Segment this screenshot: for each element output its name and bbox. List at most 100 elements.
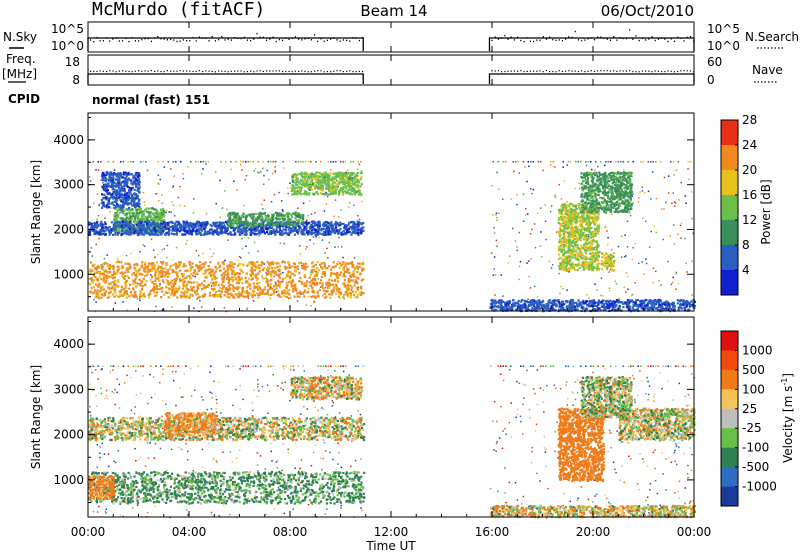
cell-feature-2 [224,228,227,231]
cell-feature-4 [278,214,281,217]
cell-feature-0 [198,267,202,270]
nsearch-point [259,36,261,38]
cell-feature-0 [242,271,245,274]
nsearch-point [307,37,309,39]
cell-feature-0 [246,286,249,289]
cell-feature-0 [119,293,122,296]
nave-point [134,70,136,72]
cell-feature-5 [350,173,353,176]
cell-feature-2 [285,225,288,229]
nsearch-point [651,36,653,38]
cell-feature-5 [359,185,362,188]
cell-feature-3 [130,173,133,176]
cell-feature-0 [234,272,238,275]
cell-feature-3 [101,185,104,188]
cell-feature-3 [115,178,118,181]
nsearch-point [288,38,290,41]
cell-feature-0 [344,275,347,278]
nave-point [269,70,271,72]
scatter-point [325,203,328,205]
cell-feature-2 [304,221,308,224]
cell-feature-0 [353,275,356,278]
scatter-point [660,284,662,286]
cell-feature-2 [183,225,186,228]
cell-feature-1 [149,215,152,218]
cell-feature-0 [213,275,216,278]
cell-feature-0 [113,288,117,291]
scatter-point [200,306,203,308]
cell-feature-2 [292,226,295,229]
cell-feature-1 [159,211,162,214]
cell-feature-2 [103,221,107,224]
cell-feature-0 [147,270,150,273]
cell-feature-2 [150,233,153,236]
cell-feature-0 [230,263,234,266]
cell-feature-0 [229,283,232,286]
scatter-point [632,202,635,204]
scatter-point [544,204,547,206]
cell-feature-0 [178,285,181,288]
cell-feature-1 [116,209,119,213]
cell-feature-2 [263,232,267,235]
cell-feature-0 [328,265,331,268]
cell-feature-2 [180,228,183,231]
cell-feature-4 [293,221,296,224]
cell-feature-0 [230,262,234,265]
cell-feature-0 [271,261,274,264]
nsearch-point [278,38,280,41]
scatter-point [671,202,673,205]
cell-feature-0 [283,291,286,295]
nave-point [635,71,637,73]
cell-feature-3 [117,176,120,179]
cell-feature-0 [313,277,316,280]
nsearch-point [275,40,277,43]
cell-feature-0 [337,291,341,294]
cell-feature-4 [296,212,299,215]
scatter-point [631,175,633,178]
cell-feature-2 [237,230,240,233]
cell-feature-0 [359,273,362,276]
cell-feature-2 [257,225,261,228]
nave-point [680,70,682,72]
cell-feature-2 [88,233,91,237]
scatter-point [337,260,339,263]
cell-feature-1 [121,225,125,228]
cell-feature-0 [351,274,354,277]
cell-feature-0 [275,273,278,277]
nave-point [593,70,596,72]
cell-feature-0 [240,278,243,281]
cell-feature-0 [271,293,275,296]
cell-feature-2 [101,223,104,226]
cell-feature-0 [321,284,324,287]
cell-feature-0 [125,296,128,299]
cell-feature-0 [193,281,196,284]
cell-feature-3 [110,185,113,188]
nave-point [587,70,589,72]
cell-feature-2 [245,232,248,235]
cell-feature-2 [318,220,321,224]
cell-feature-2 [270,221,274,225]
cell-feature-1 [114,207,118,210]
scatter-point [518,231,521,234]
cell-feature-0 [184,264,187,267]
nsearch-point [163,38,165,40]
cell-feature-0 [335,292,338,295]
cell-feature-2 [92,227,95,231]
cell-feature-2 [232,229,235,232]
cell-feature-0 [189,272,192,275]
nave-point [689,70,692,72]
cell-feature-2 [129,227,132,230]
cell-feature-1 [161,212,164,215]
cell-feature-4 [280,216,284,219]
cell-feature-2 [100,231,103,235]
cell-feature-0 [92,279,96,282]
cell-feature-4 [250,213,253,216]
cell-feature-0 [265,292,268,295]
cell-feature-3 [101,175,104,178]
cell-feature-5 [330,183,333,186]
cell-feature-4 [259,213,262,216]
scatter-point [620,235,623,238]
cell-feature-3 [138,203,141,206]
cell-feature-1 [113,219,116,222]
scatter-point [254,168,257,170]
